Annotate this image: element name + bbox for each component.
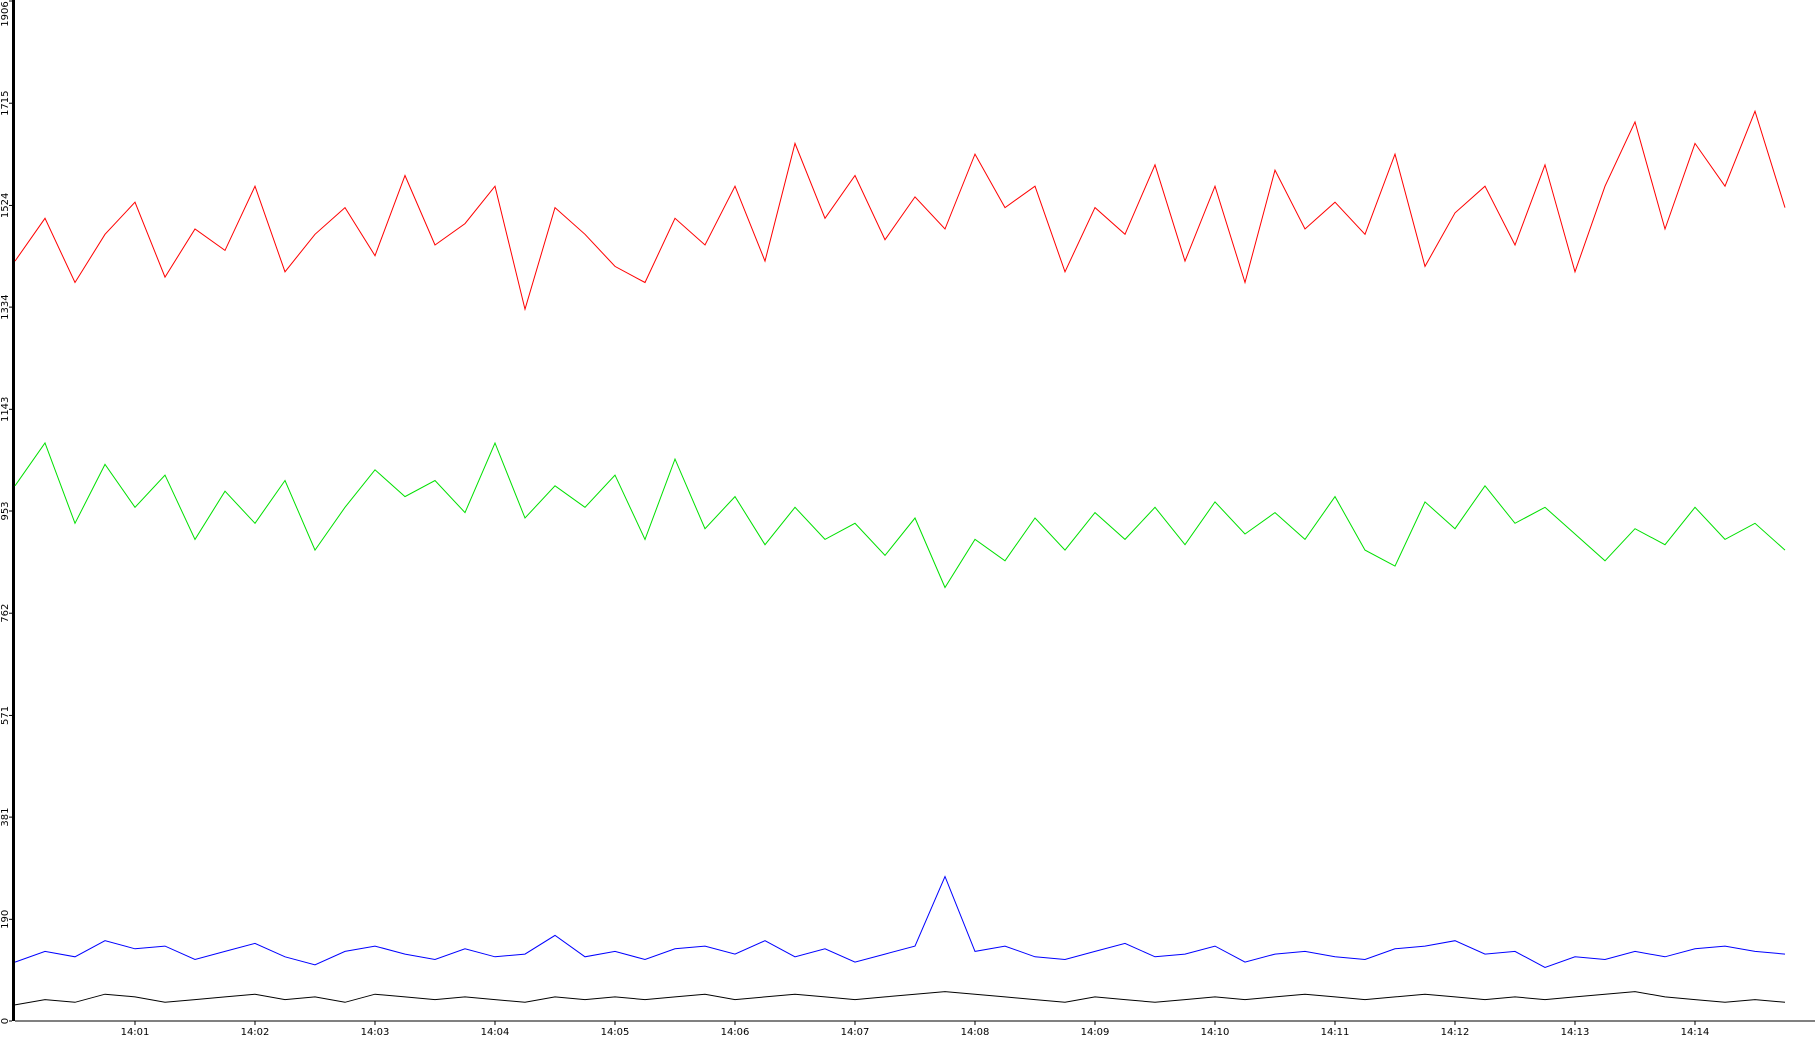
y-tick-label: 762: [0, 604, 11, 623]
x-tick-label: 14:07: [841, 1027, 870, 1038]
x-tick-label: 14:11: [1321, 1027, 1350, 1038]
y-tick-label: 1334: [0, 294, 11, 319]
x-tick-label: 14:12: [1441, 1027, 1470, 1038]
y-tick-label: 381: [0, 808, 11, 827]
x-tick-label: 14:05: [601, 1027, 630, 1038]
x-tick-label: 14:02: [241, 1027, 270, 1038]
x-tick-label: 14:04: [481, 1027, 510, 1038]
x-tick-label: 14:06: [721, 1027, 750, 1038]
series-line: [14, 441, 1786, 589]
series-line: [14, 991, 1786, 1006]
x-tick-label: 14:10: [1201, 1027, 1230, 1038]
x-tick-label: 14:03: [361, 1027, 390, 1038]
y-tick-label: 571: [0, 706, 11, 725]
y-axis-bar: [12, 0, 15, 1021]
y-tick-label: 1906: [0, 1, 11, 26]
x-tick-label: 14:01: [121, 1027, 150, 1038]
series-line: [14, 875, 1786, 969]
x-tick-label: 14:09: [1081, 1027, 1110, 1038]
y-tick-label: 953: [0, 501, 11, 520]
y-tick-label: 0: [0, 1018, 11, 1024]
x-tick-label: 14:13: [1561, 1027, 1590, 1038]
series-line: [14, 109, 1786, 312]
x-tick-label: 14:08: [961, 1027, 990, 1038]
y-tick-label: 190: [0, 910, 11, 929]
y-tick-label: 1143: [0, 397, 11, 422]
y-tick-label: 1715: [0, 90, 11, 115]
x-tick-label: 14:14: [1681, 1027, 1710, 1038]
y-tick-label: 1524: [0, 193, 11, 218]
